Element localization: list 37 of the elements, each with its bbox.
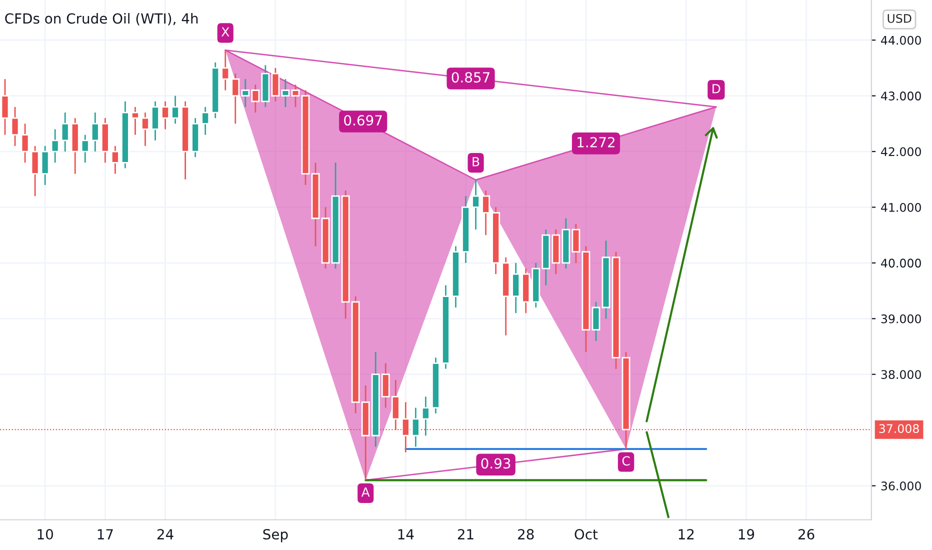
x-tick-label: 19 (738, 529, 754, 540)
x-tick-label: 21 (458, 529, 474, 540)
y-tick-label: 40.000 (881, 258, 921, 268)
candlestick (0, 78, 10, 136)
annotation: B (472, 157, 480, 166)
annotation: X (221, 27, 230, 36)
ref-line-label: 37.008 (879, 424, 919, 434)
annotation: 1.272 (578, 136, 614, 148)
y-tick-label: 42.000 (881, 147, 921, 156)
y-tick-label: 41.000 (881, 202, 921, 212)
annotation: A (361, 488, 370, 497)
y-tick-label: 36.000 (881, 481, 921, 490)
y-tick-label: 44.000 (881, 36, 921, 45)
x-tick-label: 10 (38, 529, 53, 540)
annotation: 0.697 (344, 115, 382, 126)
annotation: C (622, 456, 630, 466)
candlestick (10, 106, 20, 147)
candlestick (281, 78, 290, 108)
candlestick (592, 301, 600, 342)
x-tick-label: 14 (398, 529, 414, 540)
candlestick (20, 122, 30, 164)
annotation: 0.857 (452, 72, 490, 83)
y-tick-label: 38.000 (881, 370, 921, 380)
x-tick-label: 24 (157, 529, 174, 540)
annotation: 0.93 (481, 458, 510, 469)
text: USD (888, 14, 912, 23)
x-tick-label: 26 (798, 529, 814, 540)
text: CFDs on Crude Oil (WTI), 4h (5, 12, 198, 26)
x-tick-label: Oct (574, 529, 598, 540)
x-tick-label: Sep (263, 529, 288, 542)
candlestick (291, 84, 300, 108)
y-tick-label: 39.000 (881, 314, 921, 324)
annotation: D (712, 84, 720, 94)
x-tick-label: 17 (98, 529, 113, 540)
y-tick-label: 43.000 (881, 92, 921, 100)
x-tick-label: 12 (678, 529, 694, 540)
x-tick-label: 28 (518, 529, 534, 540)
